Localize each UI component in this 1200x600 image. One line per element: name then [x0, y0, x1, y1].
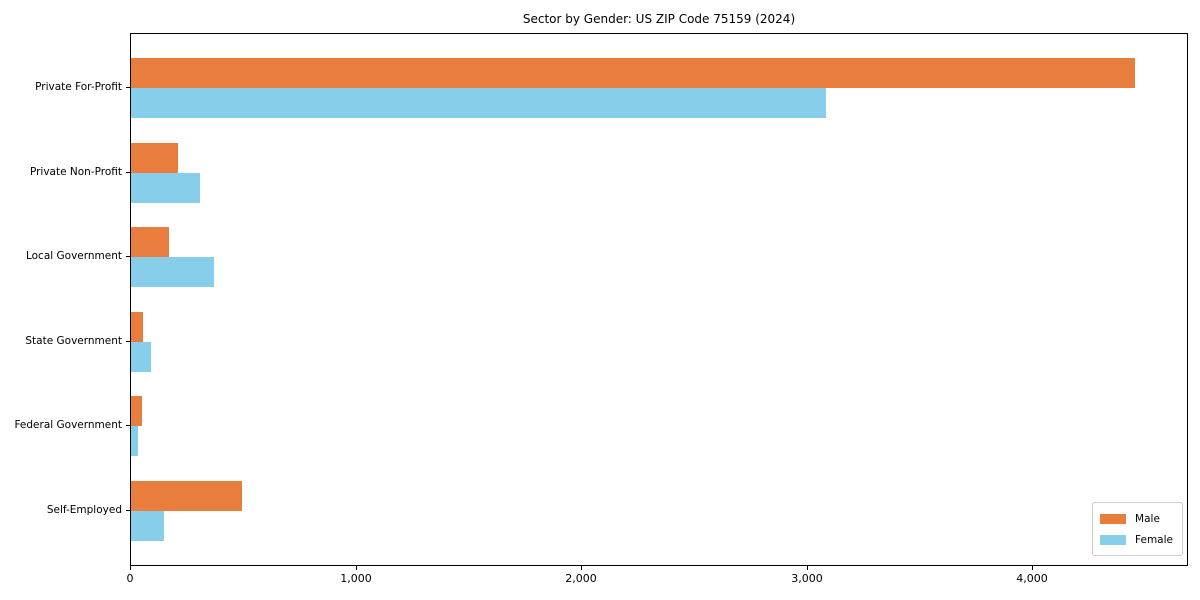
x-tick-label: 0 — [126, 572, 134, 585]
bar-female-4 — [131, 426, 138, 456]
x-axis-tick — [1032, 566, 1033, 570]
chart-title: Sector by Gender: US ZIP Code 75159 (202… — [522, 12, 796, 26]
y-tick-label: Private Non-Profit — [29, 165, 122, 178]
legend: Male Female — [1092, 502, 1183, 556]
y-tick-label: Federal Government — [14, 419, 122, 431]
bar-male-1 — [131, 142, 178, 173]
legend-swatch-male — [1100, 513, 1127, 524]
y-tick-label: Local Government — [25, 250, 122, 262]
y-tick-label: Self-Employed — [46, 503, 122, 516]
legend-label: Female — [1135, 533, 1173, 546]
y-axis-tick — [126, 425, 130, 426]
bar-male-3 — [131, 311, 143, 342]
bar-female-3 — [131, 341, 151, 372]
y-axis-tick — [126, 87, 130, 88]
bar-male-0 — [131, 58, 1135, 88]
y-tick-label: Private For-Profit — [35, 81, 122, 93]
x-axis-tick — [356, 566, 357, 570]
y-tick-label: State Government — [25, 334, 122, 347]
y-axis-tick — [126, 509, 130, 511]
bar-male-4 — [131, 396, 142, 426]
x-tick-label: 4,000 — [1016, 572, 1048, 585]
x-tick-label: 1,000 — [340, 572, 372, 585]
legend-item-male: Male — [1100, 508, 1173, 529]
x-axis-tick — [130, 566, 131, 570]
legend-label: Male — [1135, 512, 1160, 525]
bar-male-5 — [131, 480, 242, 511]
y-axis-tick — [126, 340, 130, 342]
plot-area: Male Female — [130, 33, 1188, 566]
x-tick-label: 2,000 — [565, 572, 597, 585]
bar-female-0 — [131, 88, 826, 118]
x-axis-tick — [807, 566, 808, 570]
bar-female-1 — [131, 172, 200, 203]
y-axis-tick — [126, 171, 130, 173]
x-axis-tick — [581, 566, 582, 570]
bar-male-2 — [131, 227, 169, 257]
legend-item-female: Female — [1100, 529, 1173, 550]
y-axis-tick — [126, 256, 130, 257]
bar-female-5 — [131, 510, 164, 541]
bar-female-2 — [131, 257, 214, 287]
x-tick-label: 3,000 — [791, 572, 823, 585]
legend-swatch-female — [1100, 534, 1127, 545]
